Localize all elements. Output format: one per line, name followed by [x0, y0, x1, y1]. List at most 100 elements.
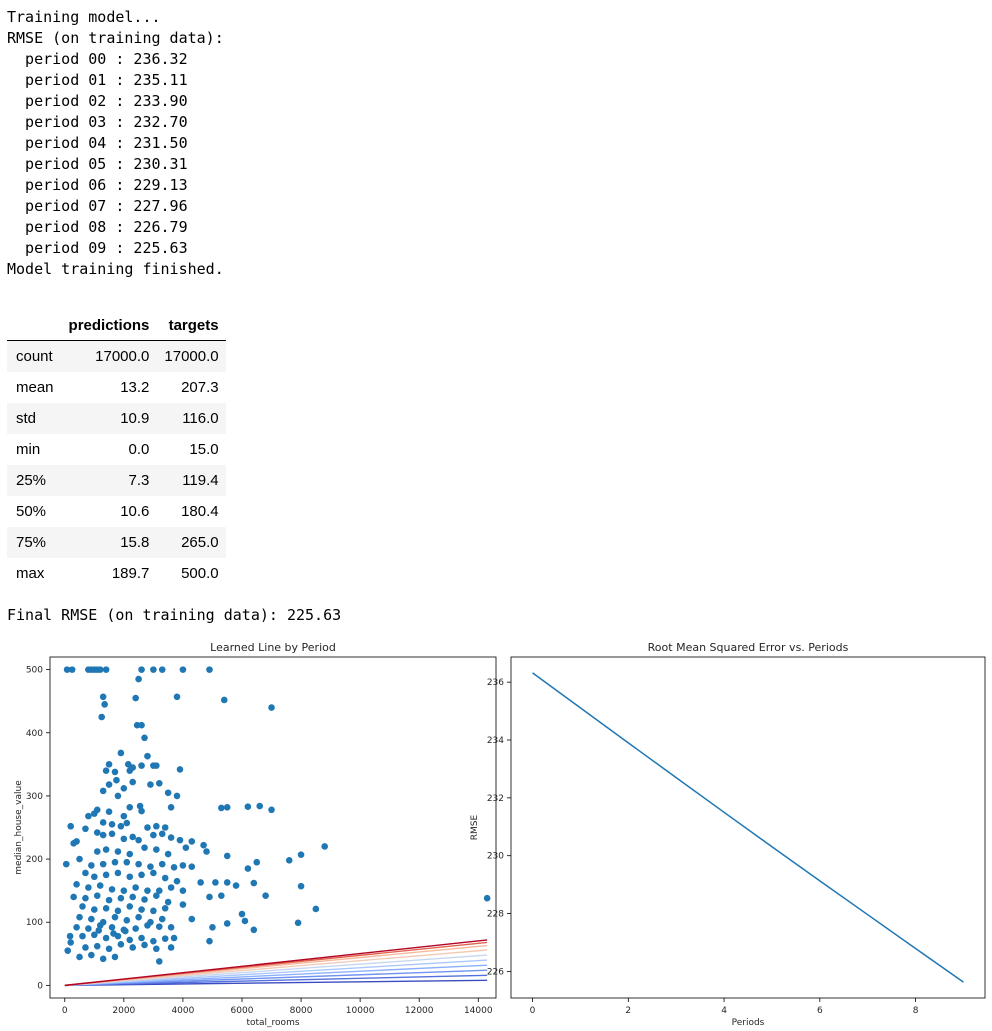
data-point [164, 898, 172, 906]
data-point [218, 804, 225, 812]
data-point [111, 768, 119, 776]
data-point [129, 893, 137, 901]
data-point [126, 850, 134, 858]
data-point [220, 696, 228, 704]
cell-targets: 500.0 [181, 565, 219, 582]
data-point [262, 892, 269, 899]
data-point [141, 896, 148, 903]
x-tick-label: 2 [625, 1006, 631, 1016]
data-point [253, 858, 261, 866]
data-point [294, 919, 302, 927]
plot-frame [510, 656, 986, 999]
learned-line-period-1 [64, 974, 488, 987]
cell-targets: 119.4 [182, 472, 219, 489]
data-point [197, 879, 204, 886]
plot-frame [49, 656, 497, 999]
data-point [85, 925, 92, 932]
cell-targets: 15.0 [189, 441, 219, 458]
data-point [114, 848, 122, 855]
data-point [206, 893, 213, 901]
data-point [102, 905, 110, 912]
data-point [91, 931, 98, 939]
y-tick-label: 234 [487, 736, 504, 746]
data-point [132, 884, 139, 891]
data-point [138, 906, 145, 913]
data-point [129, 944, 137, 951]
log-line: period 06 : 229.13 [7, 176, 188, 194]
data-point [218, 892, 225, 899]
data-point [108, 821, 116, 828]
final-rmse-text: Final RMSE (on training data): 225.63 [7, 606, 342, 624]
x-axis-label: Periods [732, 1018, 765, 1028]
data-point [161, 935, 169, 942]
data-point [126, 936, 134, 944]
log-line: period 09 : 225.63 [7, 239, 188, 257]
data-point [63, 666, 71, 673]
cell-predictions: 10.6 [120, 503, 150, 520]
x-tick-label: 8 [913, 1006, 919, 1016]
y-tick-label: 400 [26, 729, 43, 739]
data-point [155, 958, 163, 965]
data-point [141, 734, 148, 742]
data-point [98, 713, 105, 721]
data-point [209, 923, 216, 931]
x-tick-label: 2000 [112, 1006, 135, 1016]
row-label: count [16, 348, 53, 365]
log-line: period 08 : 226.79 [7, 218, 188, 236]
data-point [250, 926, 258, 934]
y-axis-label: RMSE [470, 814, 480, 840]
data-point [135, 860, 142, 868]
data-point [105, 945, 113, 953]
data-point [158, 666, 166, 673]
cell-predictions: 189.7 [111, 565, 150, 582]
learned-line-period-5 [64, 954, 488, 987]
data-point [153, 945, 160, 953]
x-tick-label: 12000 [405, 1006, 434, 1016]
data-point [129, 833, 137, 841]
data-point [105, 808, 113, 816]
data-point [108, 886, 116, 893]
data-point [102, 871, 110, 879]
x-tick-label: 0 [530, 1006, 536, 1016]
data-point [70, 839, 77, 847]
data-point [173, 792, 181, 800]
data-point [93, 848, 101, 855]
column-header-predictions: predictions [60, 310, 157, 341]
row-label: 50% [16, 503, 47, 520]
log-line: period 00 : 236.32 [7, 50, 188, 68]
table-row: min 0.0 15.0 [7, 434, 226, 465]
data-point [136, 802, 144, 810]
y-tick-label: 232 [487, 794, 504, 804]
table-index-header [7, 310, 61, 341]
data-point [113, 776, 120, 784]
table-row: max 189.7 500.0 [7, 558, 226, 589]
data-point [105, 761, 113, 768]
data-point [170, 863, 178, 871]
cell-targets: 180.4 [181, 503, 219, 520]
data-point [268, 806, 275, 814]
data-point [167, 944, 175, 951]
data-point [117, 941, 125, 948]
data-point [110, 930, 117, 937]
data-point [144, 752, 151, 760]
data-point [182, 844, 190, 852]
data-point [67, 822, 74, 830]
data-point [99, 787, 107, 795]
data-point [68, 666, 76, 673]
y-tick-label: 100 [26, 918, 43, 928]
data-point [138, 721, 145, 729]
x-tick-label: 8000 [290, 1006, 313, 1016]
data-point [138, 934, 145, 942]
data-point [206, 666, 213, 673]
data-point [164, 789, 172, 797]
data-point [268, 704, 275, 711]
data-point [170, 934, 178, 942]
data-point [102, 934, 110, 942]
y-tick-label: 0 [37, 981, 43, 991]
y-tick-label: 230 [487, 852, 504, 862]
data-point [105, 781, 113, 788]
rmse-series-line [532, 672, 964, 983]
data-point [88, 951, 95, 959]
data-point [179, 666, 187, 673]
